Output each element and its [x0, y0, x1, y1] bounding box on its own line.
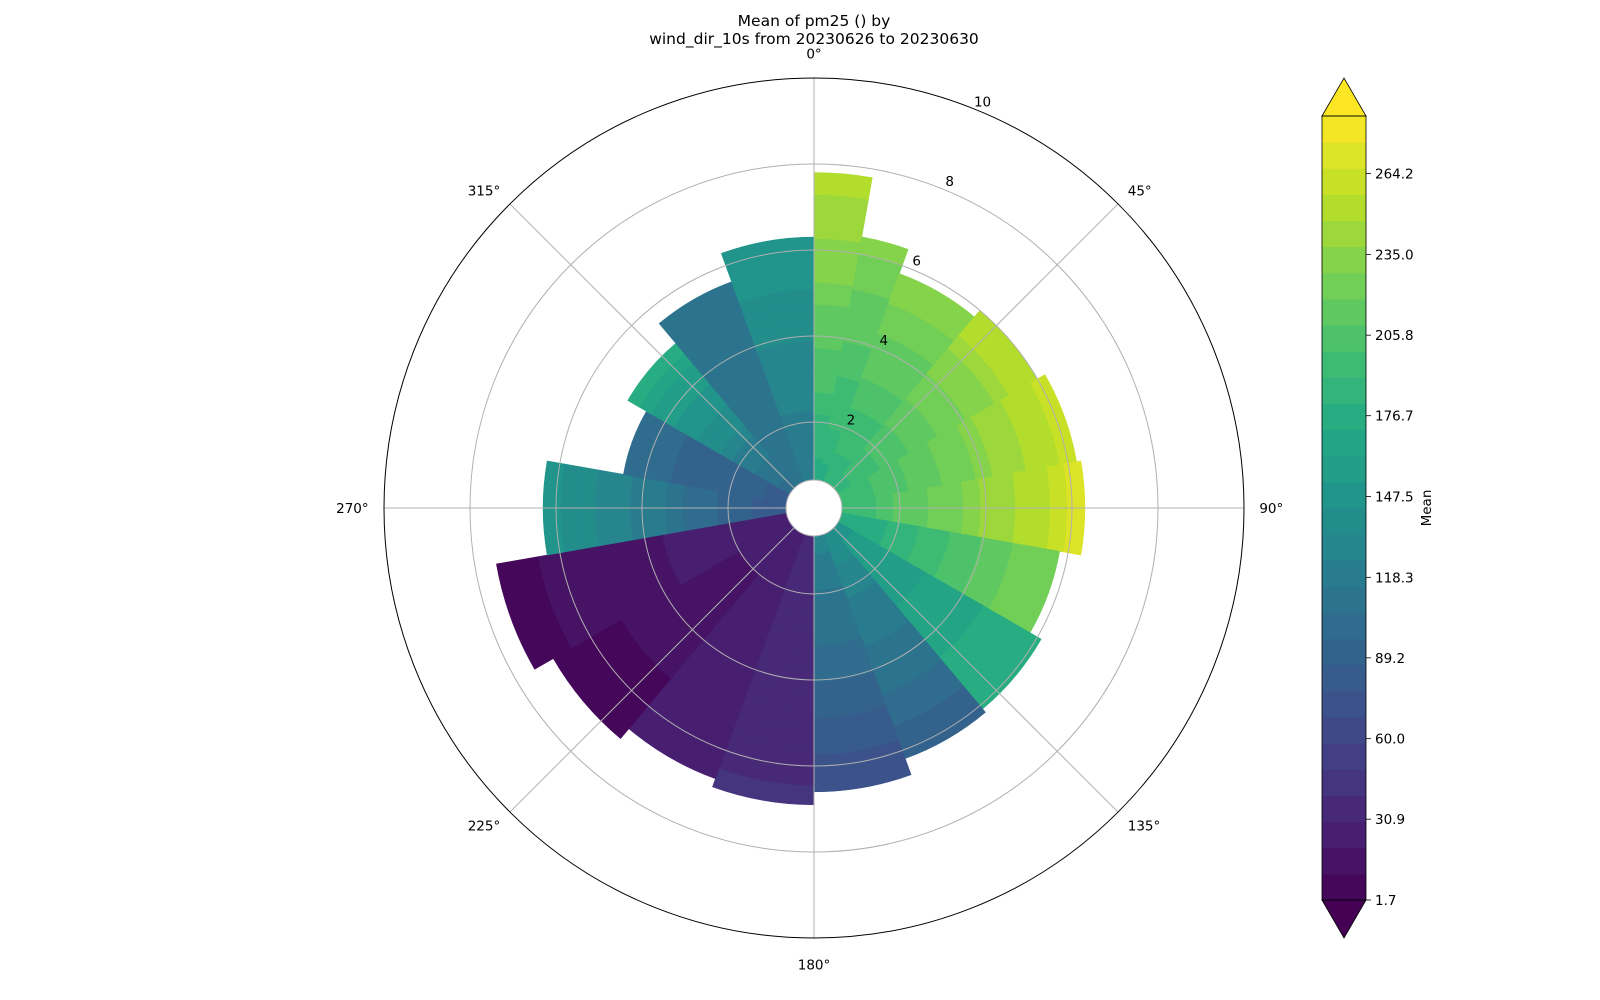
colorbar-band-12	[1322, 560, 1366, 587]
colorbar-band-2	[1322, 821, 1366, 849]
colorbar-band-24	[1322, 246, 1366, 274]
colorbar-band-22	[1322, 298, 1366, 326]
colorbar-band-4	[1322, 769, 1366, 796]
colorbar-band-10	[1322, 612, 1366, 640]
polar-center-hole	[785, 479, 843, 537]
colorbar-band-20	[1322, 351, 1366, 378]
colorbar-band-14	[1322, 508, 1366, 535]
colorbar-band-0	[1322, 873, 1366, 901]
radial-label-2: 2	[847, 413, 856, 429]
angle-label-270: 270°	[336, 501, 369, 517]
sector-10-ring-13	[712, 768, 815, 806]
radial-label-4: 4	[880, 333, 889, 349]
colorbar-band-27	[1322, 168, 1366, 195]
colorbar-band-29	[1322, 116, 1366, 143]
colorbar-band-18	[1322, 403, 1366, 431]
polar-frame	[383, 77, 1245, 939]
colorbar-tick-label-9: 264.2	[1375, 167, 1414, 183]
angle-label-0: 0°	[806, 47, 821, 63]
colorbar-bands	[1322, 116, 1366, 901]
angle-label-225: 225°	[468, 819, 501, 835]
contour-sectors	[496, 172, 1086, 806]
angle-label-45: 45°	[1128, 183, 1152, 199]
colorbar-tick-label-4: 118.3	[1375, 570, 1414, 586]
colorbar-band-28	[1322, 142, 1366, 169]
angular-grid-line-45	[833, 203, 1119, 489]
colorbar-band-8	[1322, 664, 1366, 692]
colorbar-tick-label-3: 89.2	[1375, 651, 1405, 667]
colorbar-frame	[1321, 115, 1367, 901]
chart-title-line-2: wind_dir_10s from 20230626 to 20230630	[649, 30, 979, 49]
colorbar-tick-label-1: 30.9	[1375, 812, 1405, 828]
colorbar-band-16	[1322, 455, 1366, 483]
sector-0-ring-7	[813, 304, 850, 330]
angle-label-180: 180°	[798, 957, 831, 973]
sector-0-ring-5	[813, 347, 843, 373]
sector-0-ring-11	[813, 216, 865, 243]
colorbar-band-26	[1322, 194, 1366, 222]
angular-grid-line-225	[509, 527, 795, 813]
colorbar-band-7	[1322, 690, 1366, 718]
angular-grid-line-315	[509, 203, 795, 489]
radial-label-10: 10	[974, 95, 991, 111]
angle-label-90: 90°	[1259, 501, 1283, 517]
sector-0-ring-8	[813, 282, 854, 308]
colorbar: 1.7 30.9 60.0 89.2 118.3 147.5 176.7 205.8 235.0…	[1321, 77, 1435, 939]
chart-title-line-1: Mean of pm25 () by	[738, 12, 891, 30]
colorbar-band-19	[1322, 377, 1366, 404]
angle-label-135: 135°	[1128, 819, 1161, 835]
angle-label-315: 315°	[468, 183, 501, 199]
colorbar-band-5	[1322, 743, 1366, 770]
colorbar-band-6	[1322, 717, 1366, 744]
colorbar-band-15	[1322, 481, 1366, 509]
sector-0-ring-4	[813, 369, 839, 395]
sector-1-ring-13	[858, 236, 909, 267]
polar-grid	[384, 78, 1244, 938]
colorbar-band-21	[1322, 325, 1366, 352]
colorbar-band-13	[1322, 534, 1366, 561]
colorbar-tick-label-7: 205.8	[1375, 328, 1414, 344]
colorbar-band-1	[1322, 847, 1366, 875]
colorbar-band-23	[1322, 272, 1366, 300]
colorbar-band-17	[1322, 429, 1366, 457]
angular-grid-line-135	[833, 527, 1119, 813]
colorbar-extend-top	[1321, 77, 1367, 117]
colorbar-tick-label-2: 60.0	[1375, 732, 1405, 748]
sector-0-ring-9	[813, 260, 858, 287]
colorbar-extend-bottom	[1321, 899, 1367, 939]
radial-tick-labels: 2 4 6 8 10	[847, 95, 992, 429]
colorbar-tick-label-6: 176.7	[1375, 409, 1414, 425]
sector-0-ring-13	[813, 172, 873, 200]
colorbar-band-9	[1322, 638, 1366, 666]
radial-label-8: 8	[945, 174, 954, 190]
colorbar-ticks: 1.7 30.9 60.0 89.2 118.3 147.5 176.7 205.8 235.0…	[1366, 167, 1414, 909]
colorbar-band-11	[1322, 586, 1366, 614]
radial-label-6: 6	[912, 254, 921, 270]
colorbar-tick-label-5: 147.5	[1375, 490, 1414, 506]
colorbar-band-25	[1322, 220, 1366, 248]
colorbar-tick-label-8: 235.0	[1375, 247, 1414, 263]
colorbar-band-3	[1322, 795, 1366, 823]
sector-13-ring-13	[496, 560, 554, 670]
colorbar-label: Mean	[1419, 490, 1435, 527]
angle-tick-labels: 0° 45° 90° 135° 180° 225° 270° 315°	[336, 47, 1283, 974]
colorbar-tick-label-0: 1.7	[1375, 893, 1396, 909]
